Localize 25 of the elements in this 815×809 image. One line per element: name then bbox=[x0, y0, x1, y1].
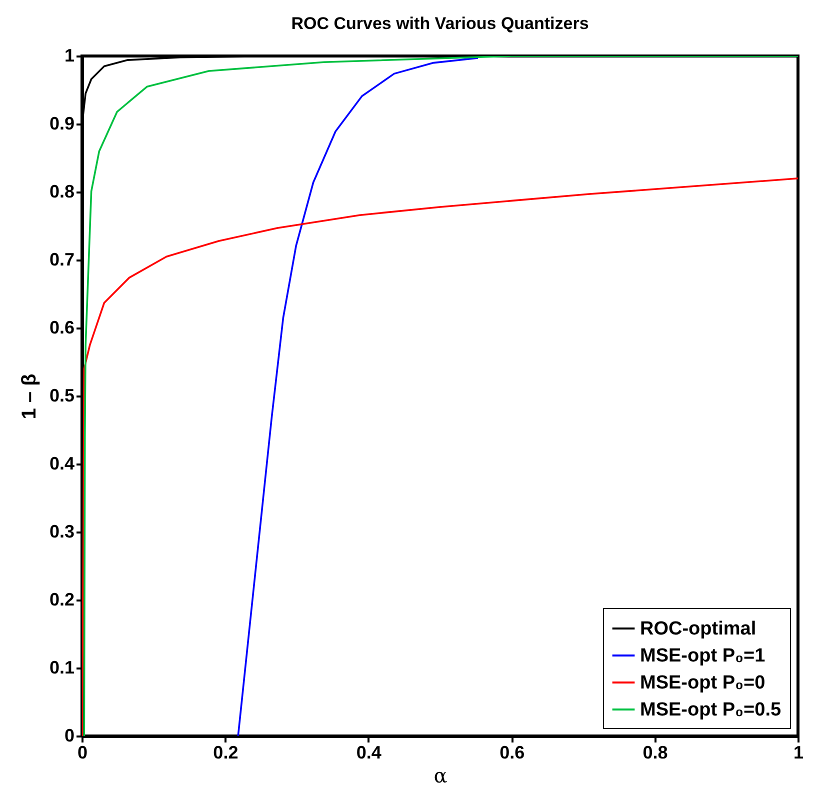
y-tick-label: 0.4 bbox=[49, 454, 74, 474]
line-series bbox=[237, 57, 479, 736]
y-tick-label: 0.6 bbox=[49, 318, 74, 338]
x-tick-label: 0 bbox=[77, 742, 88, 762]
legend-label: MSE-opt P₀=0.5 bbox=[640, 700, 782, 720]
y-tick-label: 0.1 bbox=[49, 658, 74, 678]
x-axis-title: α bbox=[434, 764, 448, 788]
x-tick-label: 0.6 bbox=[500, 742, 525, 762]
y-tick-label: 0.8 bbox=[49, 182, 74, 202]
legend-label: ROC-optimal bbox=[640, 618, 756, 640]
y-tick-label: 0.3 bbox=[49, 522, 74, 542]
x-tick-label: 0.2 bbox=[213, 742, 238, 762]
chart-title: ROC Curves with Various Quantizers bbox=[291, 14, 589, 33]
y-tick-label: 1 bbox=[64, 46, 74, 66]
x-tick-label: 1 bbox=[793, 742, 804, 762]
legend-label: MSE-opt P₀=0 bbox=[640, 672, 766, 694]
x-tick-label: 0.8 bbox=[642, 742, 668, 762]
y-tick-label: 0 bbox=[64, 726, 74, 746]
y-tick-label: 0.9 bbox=[49, 114, 74, 134]
x-tick-label: 0.4 bbox=[356, 742, 382, 762]
legend-label: MSE-opt P₀=1 bbox=[640, 646, 766, 666]
y-axis-title: 1 – β bbox=[18, 374, 40, 420]
y-tick-label: 0.7 bbox=[49, 250, 74, 270]
y-tick-label: 0.5 bbox=[49, 386, 74, 406]
y-tick-label: 0.2 bbox=[49, 590, 74, 610]
